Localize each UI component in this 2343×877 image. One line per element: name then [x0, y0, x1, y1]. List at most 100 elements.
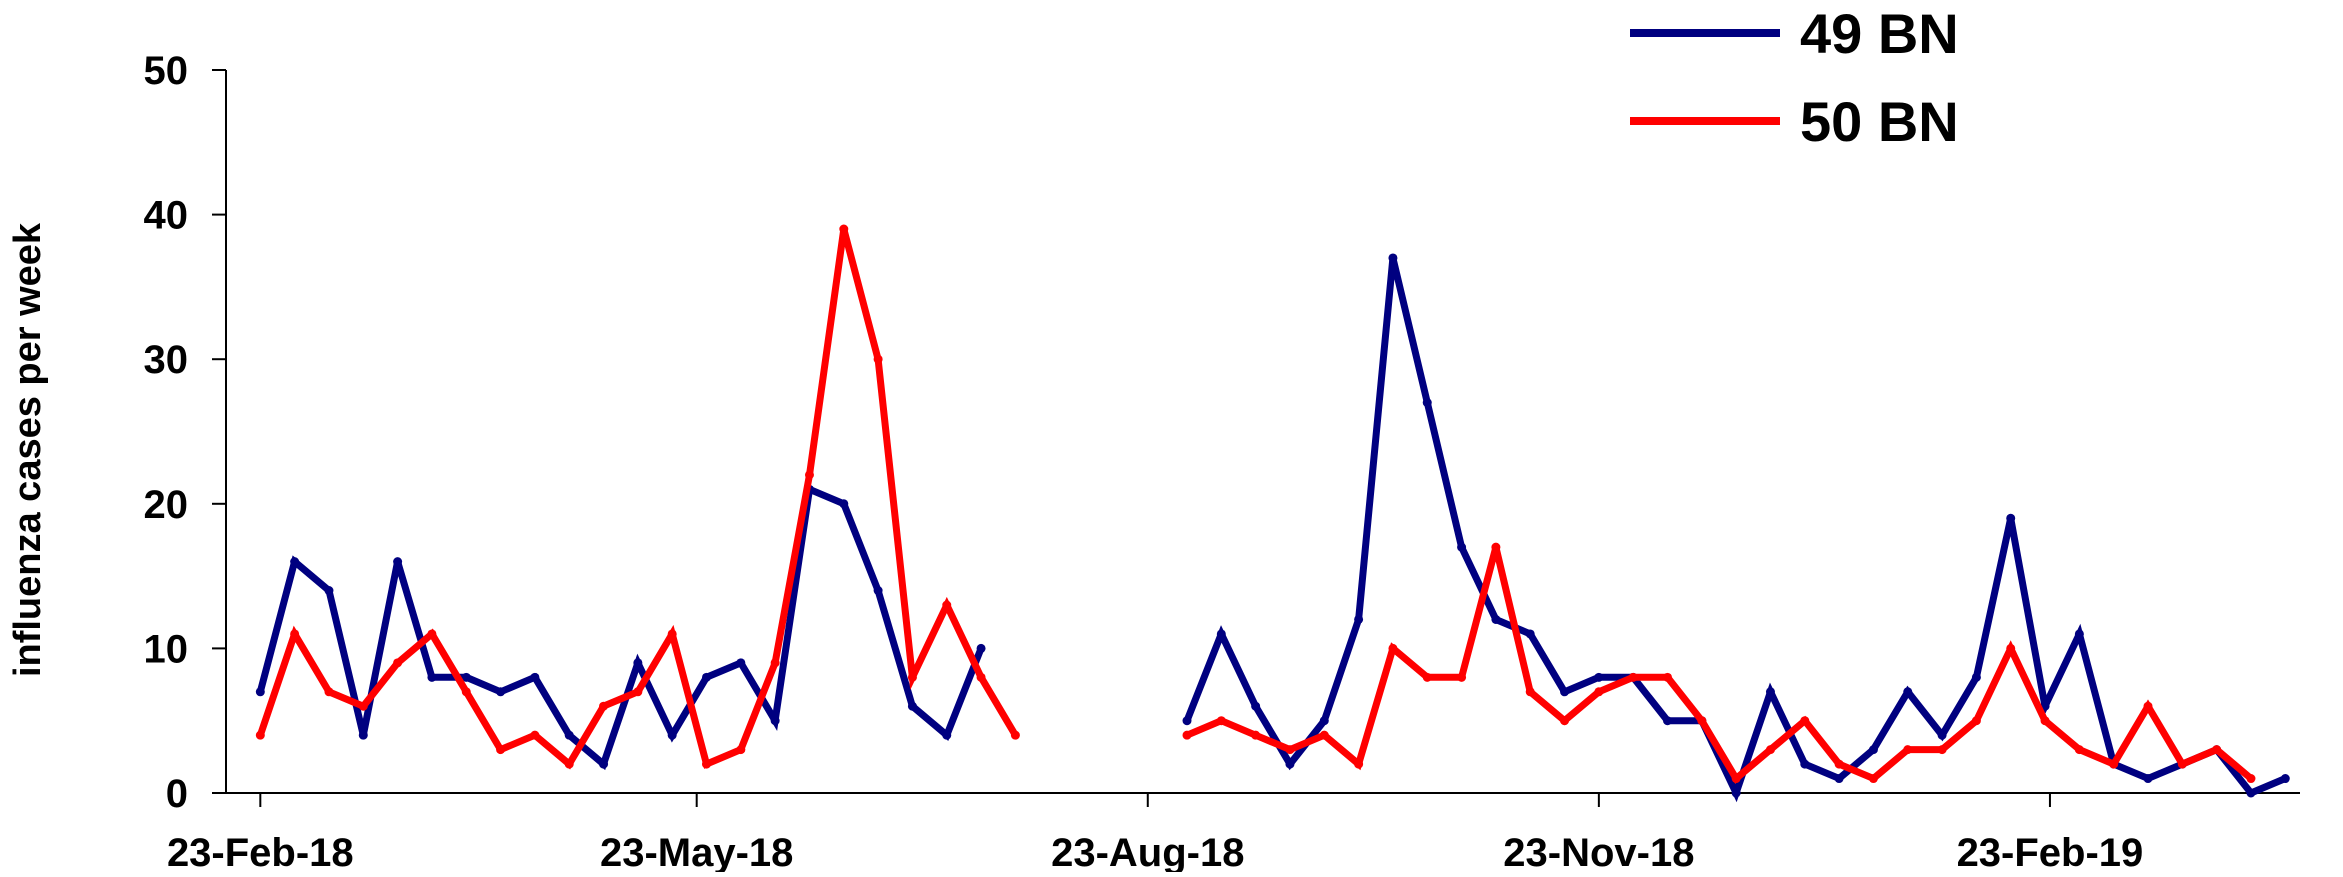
- series-line: [1183, 257, 2287, 803]
- data-point: [1800, 759, 1810, 769]
- data-point: [2109, 759, 2119, 769]
- series-line: [256, 484, 985, 771]
- data-point: [633, 658, 643, 668]
- data-point: [1594, 687, 1604, 697]
- data-point: [976, 672, 986, 682]
- data-point: [2143, 701, 2153, 711]
- data-point: [496, 687, 506, 697]
- data-point: [2246, 774, 2256, 784]
- series-line: [1185, 546, 2254, 784]
- data-point: [942, 600, 952, 610]
- y-axis-label: influenza cases per week: [7, 222, 49, 677]
- data-point: [290, 629, 300, 639]
- data-point: [1354, 614, 1364, 624]
- data-point: [1971, 716, 1981, 726]
- data-point: [1251, 730, 1261, 740]
- data-point: [1525, 629, 1535, 639]
- data-point: [1491, 542, 1501, 552]
- data-point: [358, 701, 368, 711]
- data-point: [324, 586, 334, 596]
- data-point: [324, 687, 334, 697]
- data-point: [1388, 643, 1398, 653]
- data-point: [1319, 716, 1329, 726]
- data-point: [702, 759, 712, 769]
- data-point: [1560, 716, 1570, 726]
- data-point: [255, 687, 265, 697]
- data-point: [770, 716, 780, 726]
- data-point: [393, 658, 403, 668]
- data-point: [1663, 716, 1673, 726]
- series-49-bn: [255, 253, 2290, 803]
- data-point: [976, 643, 986, 653]
- data-point: [2006, 643, 2016, 653]
- data-point: [1765, 745, 1775, 755]
- data-point: [290, 557, 300, 567]
- data-point: [873, 586, 883, 596]
- x-tick-label: 23-Nov-18: [1503, 831, 1694, 872]
- data-point: [1628, 672, 1638, 682]
- data-point: [1491, 614, 1501, 624]
- data-point: [1937, 745, 1947, 755]
- data-point: [1216, 716, 1226, 726]
- data-point: [667, 629, 677, 639]
- data-point: [1697, 716, 1707, 726]
- y-tick-label: 20: [144, 483, 189, 527]
- data-point: [564, 759, 574, 769]
- data-point: [2143, 774, 2153, 784]
- data-point: [1354, 759, 1364, 769]
- data-point: [599, 759, 609, 769]
- x-tick-label: 23-Feb-19: [1957, 831, 2144, 872]
- data-point: [1319, 730, 1329, 740]
- y-tick-label: 0: [166, 772, 188, 816]
- data-point: [530, 672, 540, 682]
- data-point: [1903, 745, 1913, 755]
- data-point: [1731, 774, 1741, 784]
- axes: 0 10 20 30 40 50 23-Feb-18 23-May-18 23-Aug-18 23…: [144, 49, 2300, 875]
- data-point: [1937, 730, 1947, 740]
- data-point: [461, 687, 471, 697]
- data-point: [736, 745, 746, 755]
- data-point: [427, 672, 437, 682]
- data-point: [1388, 253, 1398, 263]
- data-point: [1834, 759, 1844, 769]
- data-point: [2212, 745, 2222, 755]
- data-point: [2280, 774, 2290, 784]
- data-point: [1765, 687, 1775, 697]
- data-point: [2177, 759, 2187, 769]
- data-point: [255, 730, 265, 740]
- series-50-bn: [255, 224, 2256, 784]
- legend-label: 49 BN: [1800, 2, 1959, 65]
- data-point: [1868, 745, 1878, 755]
- data-point: [1182, 716, 1192, 726]
- data-point: [907, 701, 917, 711]
- data-point: [2040, 716, 2050, 726]
- y-tick-label: 50: [144, 49, 189, 93]
- data-point: [1525, 687, 1535, 697]
- data-point: [770, 658, 780, 668]
- data-point: [942, 730, 952, 740]
- data-point: [1834, 774, 1844, 784]
- y-tick-label: 10: [144, 627, 189, 671]
- data-point: [427, 629, 437, 639]
- data-point: [1251, 701, 1261, 711]
- data-point: [461, 672, 471, 682]
- data-point: [1285, 745, 1295, 755]
- y-tick-label: 30: [144, 338, 189, 382]
- x-tick-label: 23-Aug-18: [1051, 831, 1244, 872]
- data-point: [2074, 745, 2084, 755]
- data-point: [1663, 672, 1673, 682]
- data-point: [633, 687, 643, 697]
- data-point: [1903, 687, 1913, 697]
- legend-label: 50 BN: [1800, 90, 1959, 153]
- x-tick-label: 23-May-18: [600, 831, 793, 872]
- y-tick-label: 40: [144, 194, 189, 238]
- data-point: [564, 730, 574, 740]
- data-point: [599, 701, 609, 711]
- data-point: [2006, 513, 2016, 523]
- data-point: [907, 672, 917, 682]
- data-point: [667, 730, 677, 740]
- data-point: [1868, 774, 1878, 784]
- data-point: [1285, 759, 1295, 769]
- data-point: [804, 470, 814, 480]
